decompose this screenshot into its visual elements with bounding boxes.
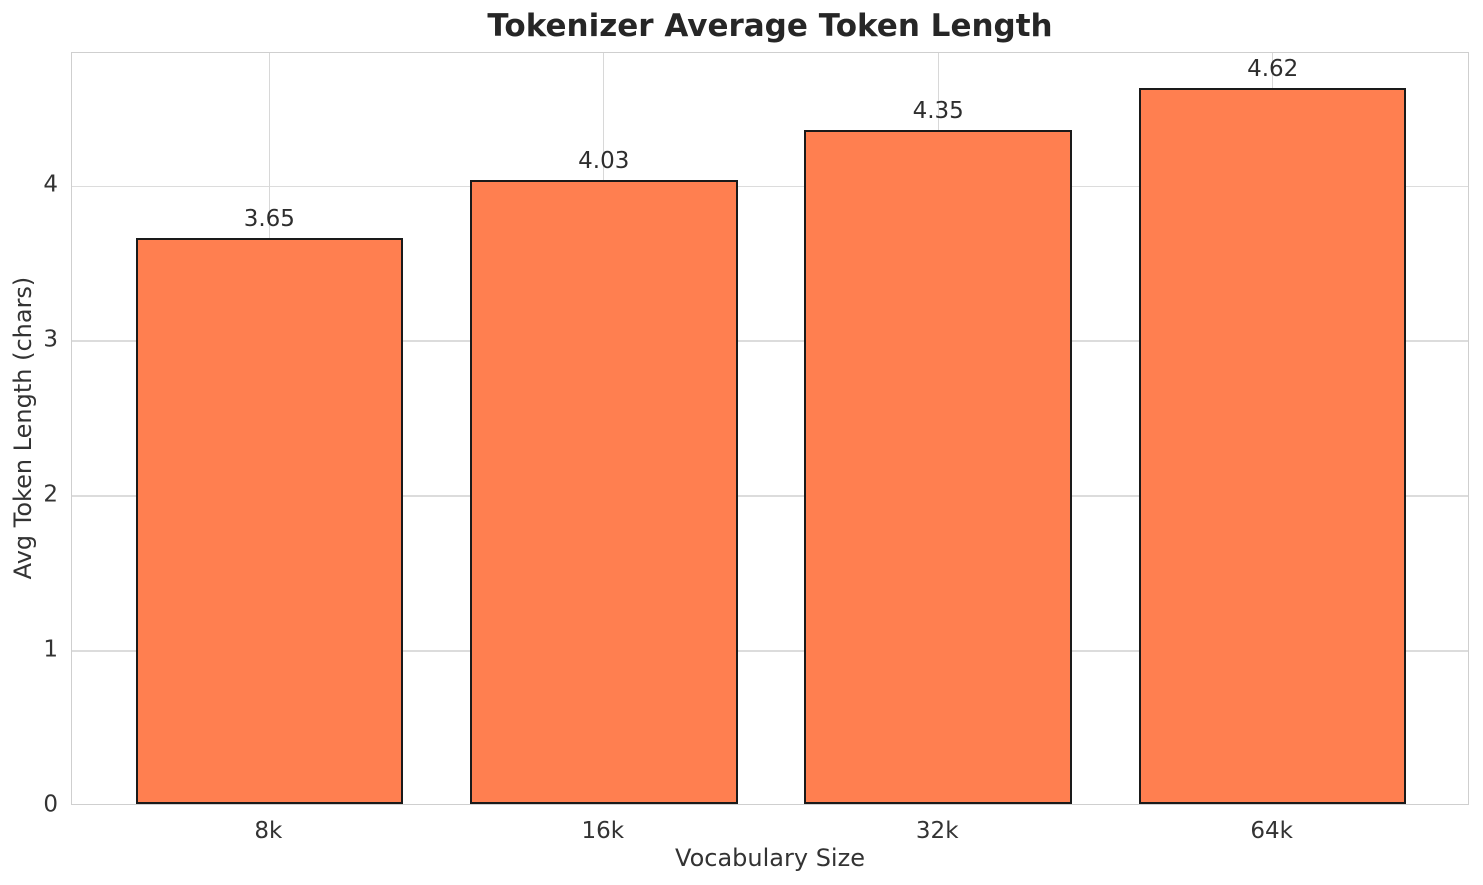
x-tick-label: 8k: [254, 818, 283, 844]
x-tick-label: 64k: [1250, 818, 1293, 844]
x-tick-label: 16k: [581, 818, 625, 844]
y-tick-label: 3: [43, 326, 58, 353]
bar: [1138, 88, 1407, 804]
bar: [135, 238, 404, 804]
gridline-h: [72, 650, 1468, 652]
y-tick-label: 1: [43, 636, 58, 663]
y-axis-label: Avg Token Length (chars): [9, 276, 37, 580]
bar-value-label: 4.35: [912, 98, 964, 125]
bar-value-label: 3.65: [243, 206, 295, 233]
x-tick-label: 32k: [915, 818, 959, 844]
x-axis-label: Vocabulary Size: [675, 844, 865, 872]
y-tick-label: 2: [43, 481, 58, 508]
gridline-h: [72, 185, 1468, 187]
y-tick-label: 0: [43, 791, 58, 818]
gridline-h: [72, 340, 1468, 342]
bar-value-label: 4.62: [1247, 56, 1299, 83]
bar-value-label: 4.03: [578, 147, 630, 174]
bar: [469, 179, 738, 804]
chart-title: Tokenizer Average Token Length: [487, 8, 1053, 44]
y-tick-label: 4: [43, 171, 58, 198]
gridline-h: [72, 495, 1468, 497]
bar: [804, 130, 1072, 804]
plot-area: 3.65 4.03 4.35 4.62: [71, 52, 1469, 805]
